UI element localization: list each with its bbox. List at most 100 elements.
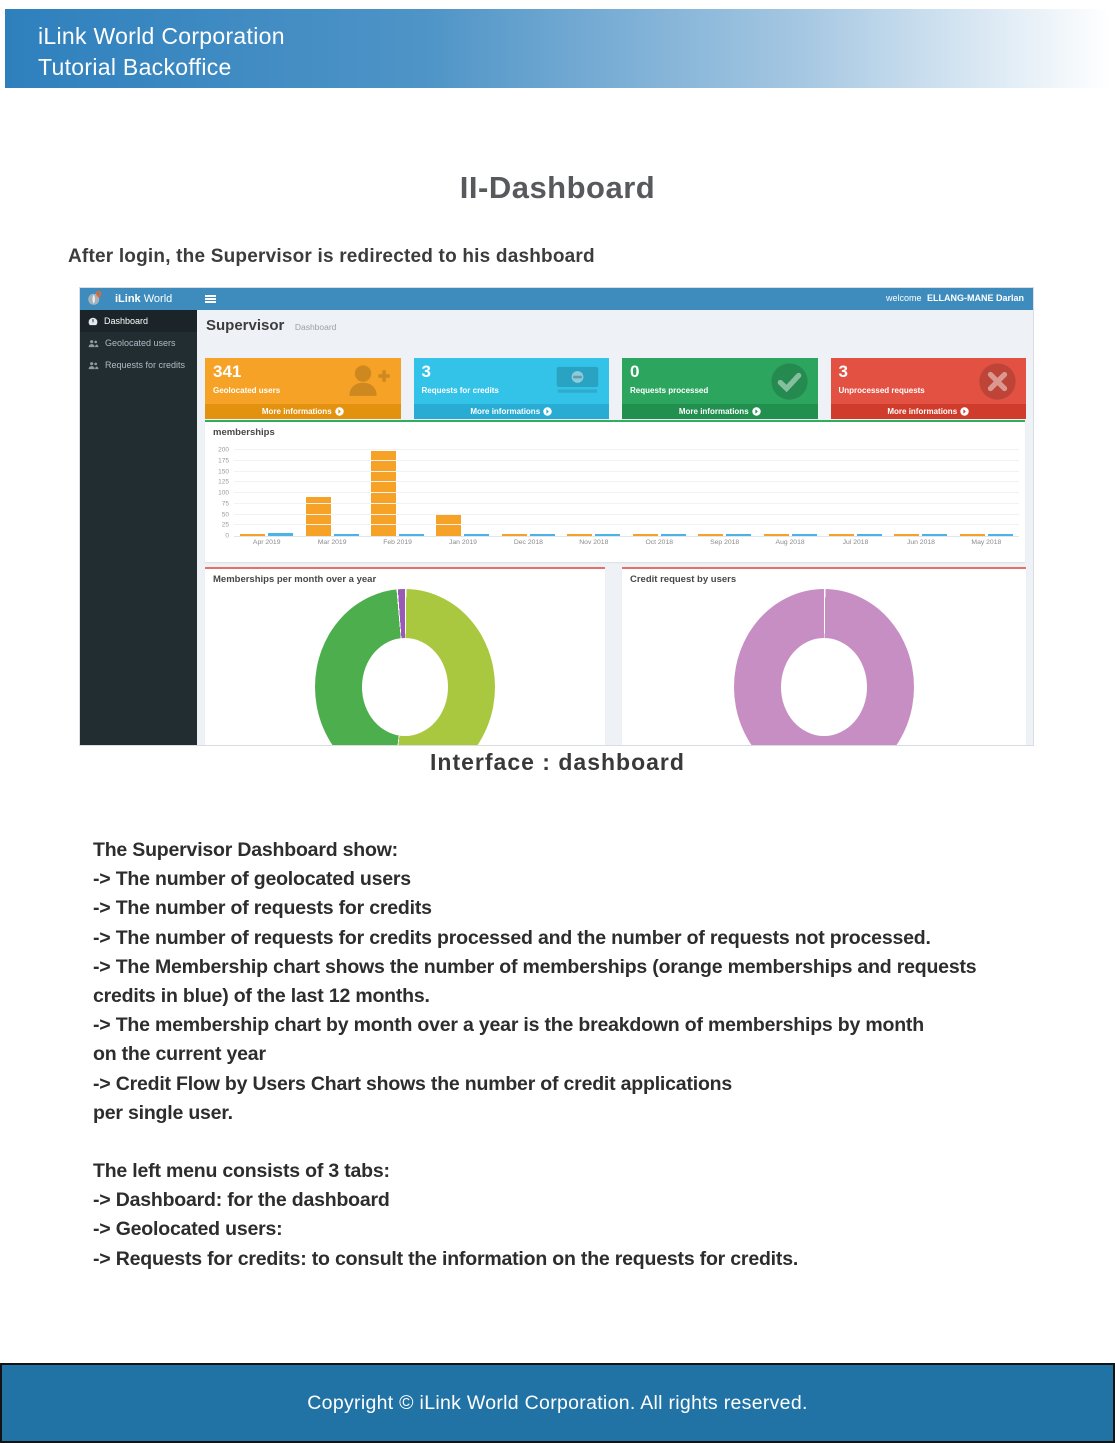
more-informations-link[interactable]: More informations [830,404,1026,419]
content-heading: Supervisor Dashboard [206,317,336,335]
bar-memberships [959,534,985,536]
bar-chart-x-labels: Apr 2019 Mar 2019 Feb 2019 Jan 2019 Dec 2018… [234,539,1019,546]
paragraph-line: -> The number of requests for credits [93,897,432,920]
header-company-name: iLink World Corporation [38,23,285,49]
bar-requests-credits [464,534,490,536]
stat-label: Requests for credits [421,386,499,395]
stat-label: Geolocated users [213,386,281,395]
gridline [234,470,1019,472]
stat-card-unprocessed-requests: 3 Unprocessed requests More informations [830,358,1026,419]
stat-cards-row: 341 Geolocated users More informations 3 Req… [205,358,1026,419]
check-circle-icon [770,363,808,400]
bar-requests-credits [987,534,1013,536]
content-title: Supervisor [206,317,285,334]
users-icon [88,339,99,347]
document-footer: Copyright © iLink World Corporation. All… [0,1363,1115,1443]
paragraph-line: -> The number of requests for credits pr… [93,926,931,949]
memberships-per-month-title: Memberships per month over a year [213,574,377,585]
x-axis-label: Jul 2018 [842,539,869,546]
sidebar-item-dashboard[interactable]: Dashboard [80,310,197,332]
x-axis-label: Dec 2018 [513,539,543,546]
user-name: ELLANG-MANE Darlan [926,293,1024,303]
bar-memberships [501,534,527,536]
sidebar-item-label: Requests for credits [105,360,186,370]
bar-group-oct-2018 [627,534,692,536]
bar-group-apr-2019 [234,532,299,536]
y-axis-tick: 200 [218,446,229,454]
sidebar-item-label: Dashboard [104,316,149,326]
sidebar-item-geolocated-users[interactable]: Geolocated users [80,332,197,354]
paragraph-line: -> Dashboard: for the dashboard [93,1189,390,1212]
hamburger-icon[interactable] [205,295,216,303]
paragraph-line: -> Requests for credits: to consult the … [93,1247,799,1270]
stat-card-requests-processed: 0 Requests processed More informations [622,358,818,419]
paragraph-line: credits in blue) of the last 12 months. [93,985,430,1008]
bar-memberships [632,534,658,536]
paragraph-line: -> The membership chart by month over a … [93,1014,924,1037]
brand-name: iLink World [115,293,173,305]
dashboard-screenshot: iLink World welcome ELLANG-MANE Darlan D… [80,288,1033,745]
arrow-circle-right-icon [334,407,344,416]
paragraph-line: -> The number of geolocated users [93,868,411,891]
bar-memberships [763,534,789,536]
bar-memberships [371,450,397,536]
y-axis-tick: 0 [225,532,229,540]
bar-memberships [829,534,854,536]
memberships-donut-chart [315,589,495,745]
x-axis-label: May 2018 [971,539,1002,546]
bar-group-nov-2018 [561,534,626,536]
arrow-circle-right-icon [543,407,552,416]
body-paragraph-2: The left menu consists of 3 tabs: -> Dash… [93,1157,1058,1274]
credit-request-panel: Credit request by users [622,567,1026,745]
sidebar-item-requests-for-credits[interactable]: Requests for credits [80,354,197,376]
y-axis-tick: 125 [218,478,229,486]
bar-requests-credits [595,534,621,536]
bar-group-may-2018 [954,534,1019,536]
y-axis-tick: 175 [218,457,229,465]
y-axis-tick: 75 [221,500,229,508]
gridline [234,492,1019,493]
money-icon [556,366,599,393]
dashboard-icon [88,317,98,325]
more-informations-label: More informations [678,407,749,416]
paragraph-line: -> Credit Flow by Users Chart shows the … [93,1072,733,1095]
more-informations-link[interactable]: More informations [413,404,609,419]
more-informations-link[interactable]: More informations [622,404,818,419]
brand-logo[interactable]: iLink World [80,288,197,310]
y-axis-tick: 25 [221,521,229,529]
breadcrumb: Dashboard [294,322,337,332]
sidebar: Dashboard Geolocated users Requests for cr… [80,310,197,745]
bar-group-aug-2018 [757,534,822,536]
document-header: iLink World Corporation Tutorial Backoff… [5,9,1110,88]
bar-group-mar-2019 [299,497,364,536]
arrow-circle-right-icon [751,407,761,416]
sidebar-menu: Dashboard Geolocated users Requests for cr… [80,310,197,376]
arrow-circle-right-icon [960,407,969,416]
body-paragraph-1: The Supervisor Dashboard show: -> The num… [93,836,1058,1128]
user-menu[interactable]: welcome ELLANG-MANE Darlan [886,293,1024,303]
gridline [234,513,1019,515]
gridline [234,481,1019,483]
stat-label: Unprocessed requests [838,386,925,395]
stat-label: Requests processed [630,386,709,395]
stat-value: 3 [421,362,431,381]
bar-memberships [698,534,724,536]
sidebar-item-label: Geolocated users [105,338,176,348]
gridline [234,459,1019,461]
memberships-per-month-panel: Memberships per month over a year [205,567,605,745]
dashboard-topbar: iLink World welcome ELLANG-MANE Darlan [80,288,1033,310]
stat-value: 0 [630,362,640,381]
more-informations-link[interactable]: More informations [205,404,401,419]
users-icon [88,361,99,369]
paragraph-line: The left menu consists of 3 tabs: [93,1160,390,1182]
copyright-text: Copyright © iLink World Corporation. All… [307,1391,808,1414]
arrow-circle-right-icon [960,407,969,416]
stat-card-requests-for-credits: 3 Requests for credits More informations [413,358,609,419]
bar-chart-bars [234,450,1019,536]
paragraph-line: per single user. [93,1101,233,1124]
check-circle-icon [770,362,809,406]
bar-requests-credits [791,534,817,536]
bar-requests-credits [726,534,752,536]
globe-pin-icon [87,290,103,309]
memberships-panel-title: memberships [213,427,275,438]
